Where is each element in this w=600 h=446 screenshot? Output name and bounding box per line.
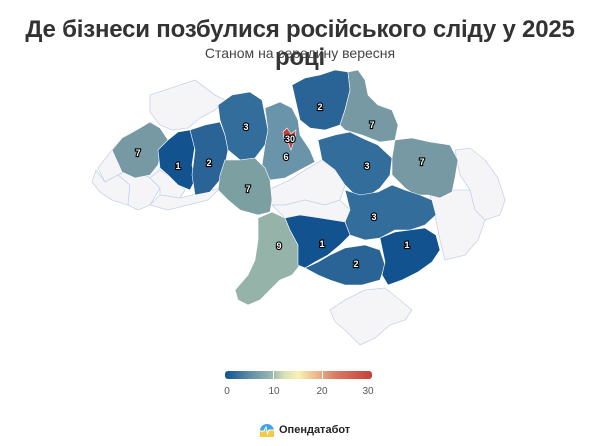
label-odesa: 9 [276, 241, 281, 251]
region-crimea[interactable] [329, 287, 413, 346]
legend-label-10: 10 [268, 386, 280, 397]
region-sumy[interactable] [339, 69, 399, 143]
label-chernihiv: 2 [317, 102, 322, 112]
map-title: Де бізнеси позбулися російського сліду у… [25, 16, 575, 71]
region-vinnytsia[interactable] [217, 157, 273, 216]
region-mykolaiv[interactable] [284, 214, 351, 269]
legend-label-30: 30 [362, 386, 374, 397]
legend-tick-10 [273, 371, 274, 379]
region-donetsk[interactable] [429, 189, 486, 261]
map-subtitle: Станом на середину вересня [204, 45, 396, 61]
label-kherson: 2 [353, 259, 358, 269]
legend-label-20: 20 [316, 386, 328, 397]
label-zhytomyr: 3 [243, 122, 248, 132]
label-kyiv-oblast: 6 [283, 152, 288, 162]
color-scale-bar [225, 371, 372, 379]
region-poltava[interactable] [317, 131, 393, 196]
label-zaporizhzhia: 1 [404, 240, 409, 250]
region-north-border [149, 79, 226, 131]
opendatabot-logo-icon [260, 424, 274, 437]
legend-tick-20 [322, 371, 323, 379]
label-khmelnytskyi: 2 [206, 158, 211, 168]
label-sumy: 7 [369, 120, 374, 130]
region-kharkiv[interactable] [391, 137, 459, 199]
region-kyiv-city[interactable] [282, 127, 297, 151]
label-volyn: 7 [135, 148, 140, 158]
brand-footer: Опендатабот [259, 422, 350, 438]
legend-label-0: 0 [224, 386, 230, 397]
label-vinnytsia: 7 [245, 184, 250, 194]
region-zaporizhzhia[interactable] [379, 227, 441, 286]
label-dnipropetrovsk: 3 [371, 212, 376, 222]
brand-name: Опендатабот [279, 424, 351, 436]
label-mykolaiv: 1 [319, 239, 324, 249]
label-kyiv-city: 30 [285, 134, 295, 144]
label-poltava: 3 [364, 161, 369, 171]
region-luhansk[interactable] [454, 147, 506, 221]
label-rivne: 1 [175, 161, 180, 171]
label-kharkiv: 7 [419, 157, 424, 167]
